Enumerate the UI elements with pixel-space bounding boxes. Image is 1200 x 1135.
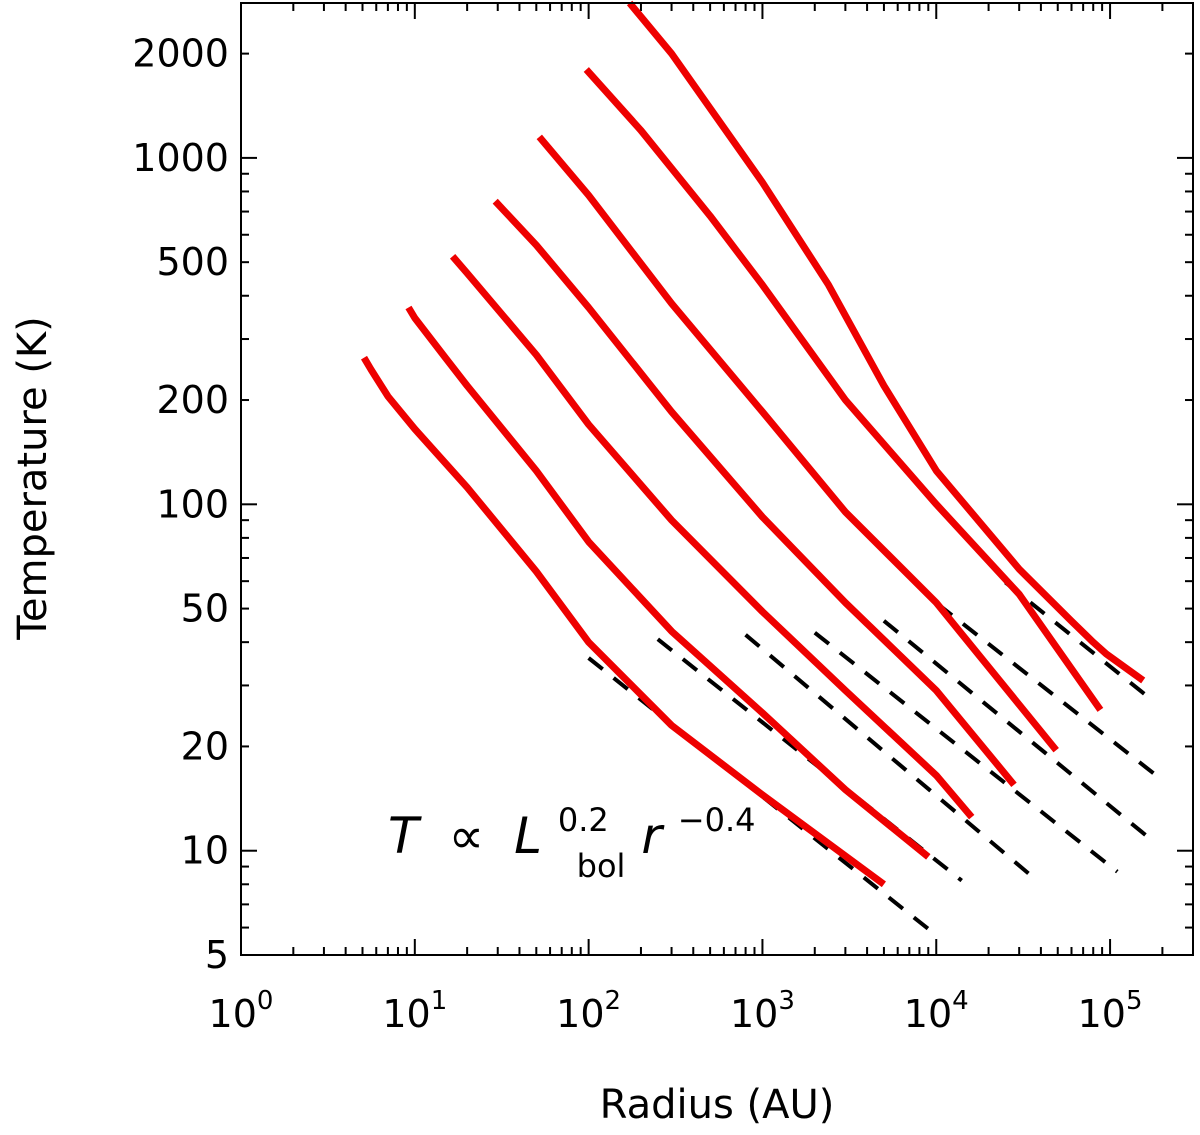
x-tick-label: 100 [209,986,274,1036]
model-temperature-curve [536,134,1059,753]
model-temperature-curve [360,355,886,888]
y-axis-label: Temperature (K) [10,316,56,641]
y-tick-label: 20 [181,724,229,768]
model-temperature-curve [492,198,1017,788]
series-layer [360,0,1160,937]
power-law-dashed-line [882,619,1147,837]
y-tick-label: 100 [156,482,229,526]
annotation-L-sup: 0.2 [558,801,609,839]
y-tick-label: 1000 [132,136,229,180]
x-tick-label: 103 [730,986,795,1036]
model-temperature-curve [405,305,931,860]
model-temperature-curve [449,254,975,820]
x-axis-label: Radius (AU) [600,1082,835,1128]
annotation-L: L [514,807,542,865]
y-tick-label: 2000 [132,32,229,76]
model-temperature-curve [583,67,1104,712]
x-tick-label: 101 [382,986,447,1036]
annotation-T: T [388,807,422,865]
y-tick-label: 10 [181,829,229,873]
annotation-r-sup: −0.4 [678,801,756,839]
x-tick-label: 105 [1078,986,1143,1036]
model-temperature-curve [626,0,1146,684]
x-tick-label: 102 [556,986,621,1036]
power-law-dashed-line [813,631,1119,874]
x-tick-label: 104 [904,986,969,1036]
ticks-layer [240,3,1194,956]
y-tick-label: 500 [156,240,229,284]
plot-frame [240,2,1194,956]
annotation-propto: ∝ [448,807,484,865]
annotation-L-sub: bol [577,847,626,885]
y-tick-label: 5 [205,933,229,977]
annotation-r: r [641,807,665,865]
y-tick-label: 200 [156,378,229,422]
labels-layer: 100 101 102 103 104 105 5 10 20 50 100 200 500 1000 20… [132,32,1142,1036]
y-tick-label: 50 [181,587,229,631]
annotation-formula: T ∝ L 0.2 bol r −0.4 [388,785,756,889]
power-law-dashed-line [936,602,1160,779]
